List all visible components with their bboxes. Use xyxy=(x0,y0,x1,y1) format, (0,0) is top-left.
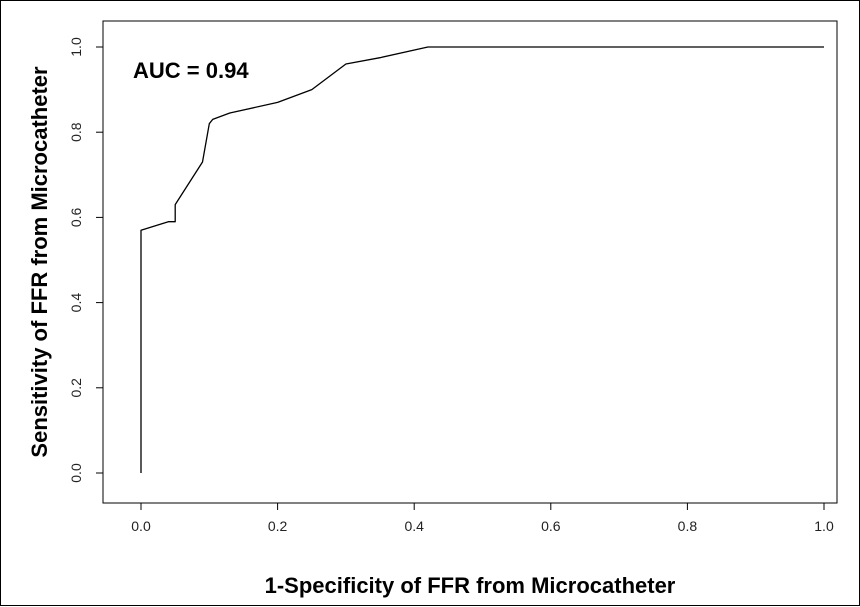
roc-curve-line xyxy=(140,46,824,473)
x-tick-label: 0.4 xyxy=(404,518,424,534)
plot-frame xyxy=(102,20,838,504)
y-axis-title: Sensitivity of FFR from Microcatheter xyxy=(27,66,52,458)
y-tick-label: 0.6 xyxy=(68,207,84,227)
series-layer xyxy=(140,46,824,473)
y-tick-label: 0.0 xyxy=(68,463,84,483)
x-tick-label: 1.0 xyxy=(814,518,834,534)
x-axis-title: 1-Specificity of FFR from Microcatheter xyxy=(265,573,676,598)
x-tick-label: 0.6 xyxy=(541,518,561,534)
x-tick-label: 0.0 xyxy=(131,518,151,534)
x-axis: 0.0 0.2 0.4 0.6 0.8 1.0 xyxy=(131,502,834,534)
y-tick-label: 0.2 xyxy=(68,378,84,398)
y-tick-label: 1.0 xyxy=(68,37,84,57)
y-tick-label: 0.8 xyxy=(68,122,84,142)
x-tick-label: 0.2 xyxy=(268,518,288,534)
y-axis: 0.0 0.2 0.4 0.6 0.8 1.0 xyxy=(68,37,104,483)
x-tick-label: 0.8 xyxy=(678,518,698,534)
auc-annotation: AUC = 0.94 xyxy=(133,58,249,83)
y-tick-label: 0.4 xyxy=(68,293,84,313)
